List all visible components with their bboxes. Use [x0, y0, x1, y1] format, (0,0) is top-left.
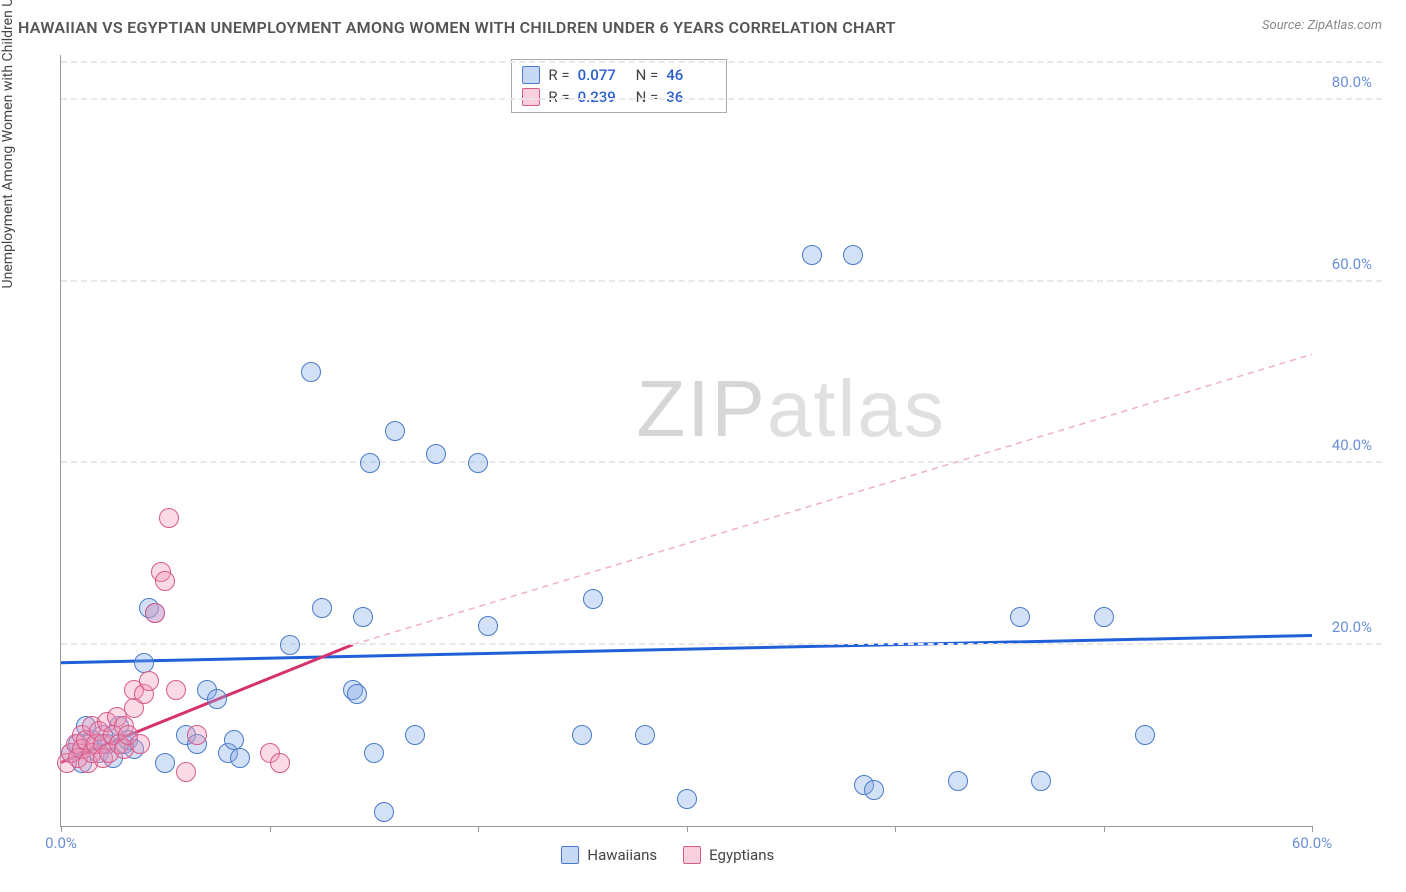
marker-hawaiians [802, 245, 822, 265]
marker-hawaiians [1010, 607, 1030, 627]
marker-hawaiians [312, 598, 332, 618]
marker-egyptians [270, 753, 290, 773]
marker-hawaiians [572, 725, 592, 745]
marker-hawaiians [280, 635, 300, 655]
marker-hawaiians [134, 653, 154, 673]
page-title: HAWAIIAN VS EGYPTIAN UNEMPLOYMENT AMONG … [18, 18, 896, 37]
marker-hawaiians [1135, 725, 1155, 745]
marker-hawaiians [374, 802, 394, 822]
legend-label-egyptians: Egyptians [709, 846, 774, 864]
legend-item-egyptians: Egyptians [683, 846, 774, 864]
x-tick-label: 60.0% [1292, 834, 1332, 852]
marker-hawaiians [677, 789, 697, 809]
legend-swatch-pink-icon [683, 846, 701, 864]
stat-row-egyptians: R = 0.239 N = 36 [522, 86, 716, 108]
trend-lines-layer [61, 55, 1312, 826]
marker-hawaiians [364, 743, 384, 763]
gridline [61, 98, 1382, 100]
stat-n-value-egyptians: 36 [666, 88, 716, 106]
legend-item-hawaiians: Hawaiians [561, 846, 657, 864]
source-link[interactable]: ZipAtlas.com [1307, 18, 1382, 33]
stat-row-hawaiians: R = 0.077 N = 46 [522, 64, 716, 86]
series-legend: Hawaiians Egyptians [561, 846, 774, 864]
marker-hawaiians [1094, 607, 1114, 627]
stat-r-label-2: R = [548, 88, 569, 106]
plot-area: ZIPatlas R = 0.077 N = 46 R = 0.239 N = … [60, 55, 1312, 827]
trend-line [353, 354, 1312, 644]
swatch-blue-icon [522, 66, 540, 84]
marker-egyptians [139, 671, 159, 691]
stat-n-label-2: N = [636, 88, 659, 106]
x-tick [687, 826, 688, 832]
swatch-pink-icon [522, 88, 540, 106]
marker-egyptians [155, 571, 175, 591]
marker-egyptians [187, 725, 207, 745]
marker-hawaiians [155, 753, 175, 773]
marker-hawaiians [635, 725, 655, 745]
trend-line [61, 636, 1312, 663]
marker-hawaiians [360, 453, 380, 473]
marker-hawaiians [385, 421, 405, 441]
marker-hawaiians [583, 589, 603, 609]
marker-hawaiians [948, 771, 968, 791]
chart-container: Unemployment Among Women with Children U… [18, 55, 1382, 872]
stat-r-value-hawaiians: 0.077 [578, 66, 628, 84]
marker-hawaiians [843, 245, 863, 265]
marker-egyptians [159, 508, 179, 528]
source-prefix: Source: [1262, 18, 1307, 33]
x-tick-label: 0.0% [45, 834, 77, 852]
marker-hawaiians [1031, 771, 1051, 791]
marker-hawaiians [478, 616, 498, 636]
marker-egyptians [130, 734, 150, 754]
stat-n-label: N = [636, 66, 659, 84]
x-tick [270, 826, 271, 832]
gridline [61, 280, 1382, 282]
x-tick [478, 826, 479, 832]
x-tick [1104, 826, 1105, 832]
stat-r-label: R = [548, 66, 569, 84]
legend-label-hawaiians: Hawaiians [587, 846, 657, 864]
y-tick-label: 20.0% [1332, 618, 1372, 636]
x-tick [1312, 826, 1313, 832]
y-tick-label: 40.0% [1332, 436, 1372, 454]
y-axis-label: Unemployment Among Women with Children U… [0, 0, 16, 288]
stat-legend: R = 0.077 N = 46 R = 0.239 N = 36 [511, 59, 727, 113]
marker-hawaiians [347, 684, 367, 704]
x-tick [895, 826, 896, 832]
y-tick-label: 80.0% [1332, 73, 1372, 91]
gridline [61, 643, 1382, 645]
marker-egyptians [166, 680, 186, 700]
marker-egyptians [145, 603, 165, 623]
marker-hawaiians [405, 725, 425, 745]
gridline [61, 461, 1382, 463]
marker-hawaiians [207, 689, 227, 709]
source-attribution: Source: ZipAtlas.com [1262, 18, 1382, 33]
stat-n-value-hawaiians: 46 [666, 66, 716, 84]
marker-egyptians [176, 762, 196, 782]
marker-hawaiians [353, 607, 373, 627]
gridline [61, 61, 1382, 63]
x-tick [61, 826, 62, 832]
marker-hawaiians [426, 444, 446, 464]
stat-r-value-egyptians: 0.239 [578, 88, 628, 106]
legend-swatch-blue-icon [561, 846, 579, 864]
marker-hawaiians [224, 730, 244, 750]
y-tick-label: 60.0% [1332, 255, 1372, 273]
marker-hawaiians [230, 748, 250, 768]
marker-hawaiians [468, 453, 488, 473]
marker-hawaiians [864, 780, 884, 800]
marker-hawaiians [301, 362, 321, 382]
